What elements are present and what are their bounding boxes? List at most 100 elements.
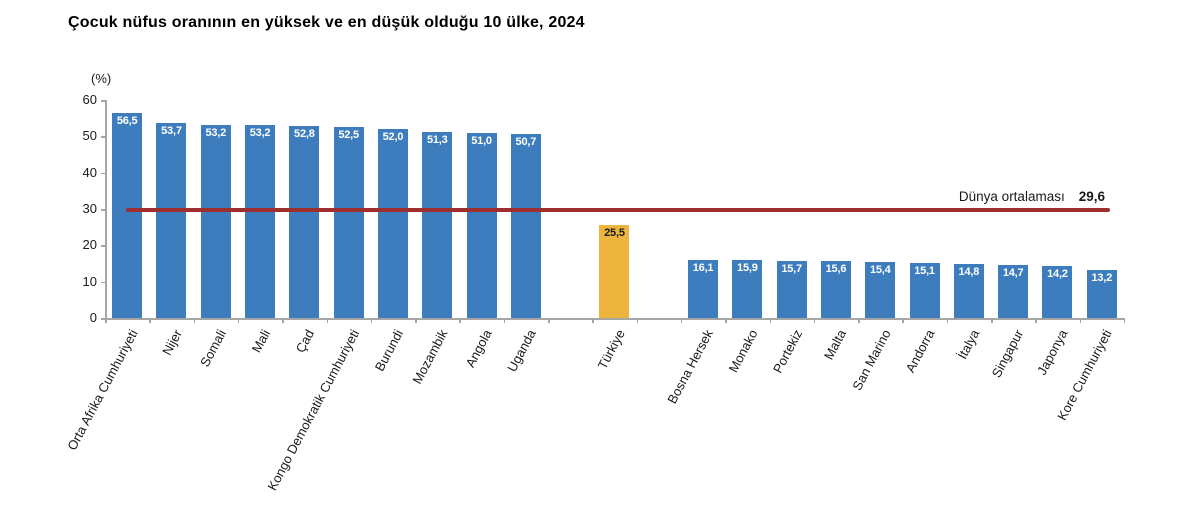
chart-title: Çocuk nüfus oranının en yüksek ve en düş…	[68, 14, 585, 31]
x-axis-tick	[415, 318, 417, 323]
x-axis-tick	[946, 318, 949, 323]
x-axis-label: San Marino	[849, 327, 894, 393]
y-axis-unit-label: (%)	[91, 71, 112, 86]
x-axis-label: Nijer	[158, 327, 185, 358]
bar: 52,0	[377, 129, 408, 318]
x-axis-tick	[902, 318, 904, 323]
bar-value-label: 56,5	[116, 114, 138, 127]
x-axis-tick	[105, 318, 107, 323]
x-axis-label: Mozambik	[409, 327, 451, 387]
bar: 53,2	[245, 124, 276, 318]
x-axis-tick	[193, 318, 196, 323]
y-axis-tick-label: 50	[82, 128, 97, 144]
y-axis-tick	[101, 209, 105, 211]
bar: 50,7	[510, 133, 541, 318]
bar: 51,0	[466, 132, 497, 318]
x-axis-label: Çad	[293, 327, 318, 356]
x-axis-label: Japonya	[1034, 327, 1071, 378]
bar-value-label: 14,7	[1002, 266, 1024, 279]
bar: 15,1	[909, 263, 940, 318]
bar-value-label: 53,2	[205, 126, 227, 139]
x-axis-tick	[1123, 318, 1126, 323]
x-axis-tick	[548, 318, 550, 323]
x-axis-label: Malta	[821, 327, 850, 363]
bar: 16,1	[688, 259, 719, 318]
x-axis-label: Mali	[248, 327, 274, 356]
x-axis-label: Burundi	[371, 327, 407, 374]
bar: 51,3	[422, 131, 453, 318]
x-axis-tick	[1035, 318, 1037, 323]
bar-value-label: 53,2	[249, 126, 271, 139]
bar-value-label: 50,7	[515, 135, 537, 148]
bar-value-label: 15,9	[737, 262, 758, 275]
x-axis-tick	[725, 318, 727, 323]
bar-value-label: 52,5	[338, 129, 359, 142]
y-axis-tick	[101, 136, 105, 138]
bar: 14,8	[953, 264, 984, 318]
world-average-label-text: Dünya ortalaması	[958, 189, 1065, 204]
y-axis-tick-label: 40	[82, 164, 97, 180]
bar: 15,4	[865, 262, 896, 318]
bar: 14,7	[998, 264, 1029, 318]
bar: 25,5	[599, 225, 630, 318]
x-axis-label: Türkiye	[594, 327, 628, 372]
bar: 13,2	[1086, 270, 1117, 318]
bar: 15,6	[820, 261, 851, 318]
x-axis-tick	[282, 318, 284, 323]
x-axis-label: İtalya	[954, 327, 983, 362]
x-axis-tick	[1079, 318, 1082, 323]
bar-value-label: 15,1	[914, 265, 935, 278]
y-axis-tick-label: 10	[82, 273, 97, 289]
x-axis-label: Singapur	[988, 327, 1027, 380]
bar: 53,2	[200, 124, 231, 318]
x-axis	[105, 318, 1124, 320]
y-axis-tick-label: 0	[89, 310, 97, 325]
y-axis-tick-label: 30	[82, 201, 97, 216]
x-axis-tick	[991, 318, 993, 323]
y-axis-tick-label: 20	[82, 237, 97, 253]
x-axis-tick	[592, 318, 594, 323]
x-axis-label: Somali	[197, 327, 229, 370]
y-axis-tick	[101, 245, 105, 247]
bar: 52,8	[289, 126, 320, 318]
x-axis-tick	[769, 318, 771, 323]
x-axis-tick	[370, 318, 373, 323]
world-average-value: 29,6	[1078, 189, 1105, 204]
x-axis-tick	[636, 318, 639, 323]
bar-value-label: 16,1	[692, 261, 714, 274]
x-axis-label: Orta Afrika Cumhuriyeti	[64, 327, 141, 453]
x-axis-tick	[503, 318, 506, 323]
bar-value-label: 15,4	[869, 264, 891, 277]
bar-value-label: 14,8	[958, 266, 980, 279]
x-axis-label: Monako	[725, 327, 761, 375]
bar-value-label: 52,8	[294, 128, 315, 141]
bar: 56,5	[112, 112, 143, 318]
x-axis-label: Bosna Hersek	[664, 327, 717, 407]
x-axis-label: Angola	[462, 327, 495, 370]
bar-value-label: 25,5	[604, 227, 625, 240]
bar-value-label: 51,3	[426, 133, 448, 146]
bar: 52,5	[333, 127, 364, 318]
bar: 14,2	[1042, 266, 1073, 318]
bar-value-label: 13,2	[1091, 272, 1113, 285]
bar: 15,9	[732, 260, 763, 318]
y-axis	[105, 100, 107, 318]
x-axis-tick	[680, 318, 683, 323]
x-axis-tick	[326, 318, 328, 323]
y-axis-tick	[101, 318, 105, 320]
x-axis-label: Kongo Demokratik Cumhuriyeti	[264, 327, 362, 493]
bar: 53,7	[156, 122, 187, 318]
bar-value-label: 15,7	[781, 262, 802, 275]
x-axis-label: Uganda	[504, 327, 540, 375]
world-average-label: Dünya ortalaması 29,6	[959, 189, 1105, 204]
y-axis-tick	[101, 100, 105, 102]
x-axis-tick	[237, 318, 240, 323]
x-axis-label: Andorra	[902, 327, 938, 375]
x-axis-tick	[459, 318, 461, 323]
bar-value-label: 51,0	[471, 134, 492, 147]
y-axis-tick	[101, 172, 105, 175]
bar-value-label: 52,0	[382, 131, 404, 144]
x-axis-tick	[149, 318, 151, 323]
